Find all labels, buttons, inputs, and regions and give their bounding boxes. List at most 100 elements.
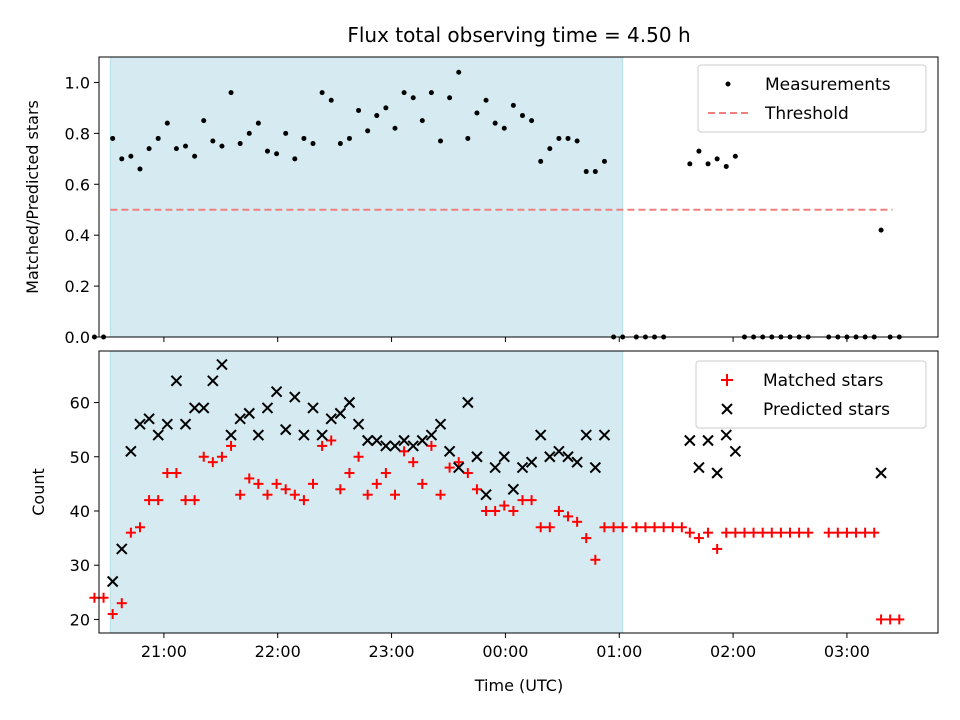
predicted-star-point — [544, 451, 556, 463]
measurement-point — [705, 161, 711, 167]
measurement-point — [301, 135, 307, 141]
measurement-point — [283, 130, 289, 136]
predicted-star-point — [143, 413, 155, 425]
bottom-y-tick-label: 50 — [70, 448, 90, 467]
matched-star-point — [335, 484, 346, 495]
predicted-star-point — [334, 407, 347, 420]
matched-star-point — [832, 527, 843, 538]
predicted-star-point — [234, 413, 246, 425]
matched-star-point — [860, 527, 871, 538]
top-legend: Measurements Threshold — [697, 64, 927, 133]
matched-star-point — [851, 527, 862, 538]
measurement-point — [538, 158, 544, 164]
x-axis-label: Time (UTC) — [474, 676, 563, 695]
top-y-tick-label: 0.8 — [65, 124, 90, 143]
x-tick-label: 00:00 — [482, 642, 528, 661]
bottom-observing-window-layer — [109, 350, 624, 634]
matched-star-point — [207, 457, 218, 468]
matched-star-point — [775, 527, 786, 538]
matched-star-point — [617, 522, 628, 533]
measurement-point — [501, 125, 507, 131]
predicted-star-point — [188, 402, 201, 414]
predicted-star-point — [407, 440, 419, 452]
predicted-star-point — [225, 429, 237, 441]
top-y-tick-label: 0.0 — [65, 328, 90, 347]
matched-star-point — [869, 527, 880, 538]
matched-star-point — [426, 440, 437, 451]
matched-star-point — [712, 543, 723, 554]
predicted-star-point — [711, 467, 723, 479]
matched-star-point — [608, 522, 619, 533]
x-tick-label: 21:00 — [141, 642, 187, 661]
measurement-point — [583, 169, 589, 175]
predicted-star-point — [125, 445, 137, 458]
predicted-star-point — [289, 391, 301, 403]
measurement-point — [447, 95, 453, 101]
matched-star-point — [667, 522, 678, 533]
matched-star-point — [98, 592, 109, 603]
predicted-star-point — [443, 445, 456, 458]
matched-star-point — [116, 598, 127, 609]
matched-star-point — [453, 457, 464, 468]
matched-star-point — [144, 495, 155, 506]
predicted-star-point — [170, 375, 183, 387]
matched-star-point — [794, 527, 805, 538]
predicted-star-point — [480, 489, 492, 501]
predicted-star-point — [580, 429, 592, 441]
matched-star-point — [107, 609, 118, 620]
predicted-star-point — [425, 429, 438, 441]
bottom-y-axis: 20 30 40 50 60 — [70, 394, 99, 629]
measurement-point — [483, 97, 489, 103]
measurement-point — [878, 227, 884, 233]
measurement-point — [392, 125, 398, 131]
matched-star-point — [389, 489, 400, 500]
predicted-star-point — [198, 402, 210, 414]
predicted-star-point — [316, 429, 328, 441]
matched-star-point — [417, 478, 428, 489]
measurement-point — [292, 156, 298, 162]
matched-star-point — [153, 495, 164, 506]
matched-star-point — [631, 522, 642, 533]
matched-star-point — [544, 522, 555, 533]
matched-star-point — [684, 527, 695, 538]
matched-star-point — [535, 522, 546, 533]
matched-star-point — [490, 505, 501, 516]
predicted-star-point — [152, 429, 164, 441]
chart-title: Flux total observing time = 4.50 h — [347, 23, 690, 47]
matched-star-point — [471, 484, 482, 495]
predicted-star-point — [298, 429, 310, 441]
top-observing-window-layer — [109, 56, 624, 338]
predicted-star-point — [352, 418, 365, 430]
matched-star-point — [730, 527, 741, 538]
bottom-y-tick-label: 30 — [70, 556, 90, 575]
bottom-legend-box — [695, 360, 927, 429]
predicted-star-point — [875, 467, 887, 479]
bottom-x-axis: 21:00 22:00 23:00 00:00 01:00 02:00 03:00 — [141, 633, 870, 661]
matched-star-point — [803, 527, 814, 538]
predicted-star-point — [134, 418, 146, 430]
bottom-y-tick-label: 40 — [70, 502, 90, 521]
measurement-point — [374, 113, 380, 119]
x-tick-label: 02:00 — [710, 642, 756, 661]
matched-star-point — [289, 489, 300, 500]
measurement-point — [337, 141, 343, 147]
predicted-star-point — [525, 456, 538, 468]
measurement-point — [119, 156, 125, 162]
predicted-star-point — [598, 429, 611, 441]
matched-star-point — [481, 505, 492, 516]
predicted-star-point — [161, 418, 174, 430]
measurement-point — [310, 141, 316, 147]
measurement-point — [419, 118, 425, 124]
matched-star-point — [408, 457, 419, 468]
predicted-star-point — [589, 461, 602, 474]
matched-star-point — [253, 478, 264, 489]
measurement-point — [529, 118, 535, 124]
matched-star-point — [235, 489, 246, 500]
predicted-star-point — [380, 440, 392, 452]
measurement-point — [319, 90, 325, 96]
matched-star-point — [649, 522, 660, 533]
matched-star-point — [894, 614, 905, 625]
measurement-point — [456, 69, 462, 75]
matched-star-point — [590, 554, 601, 565]
legend-measurements-label: Measurements — [765, 75, 891, 95]
